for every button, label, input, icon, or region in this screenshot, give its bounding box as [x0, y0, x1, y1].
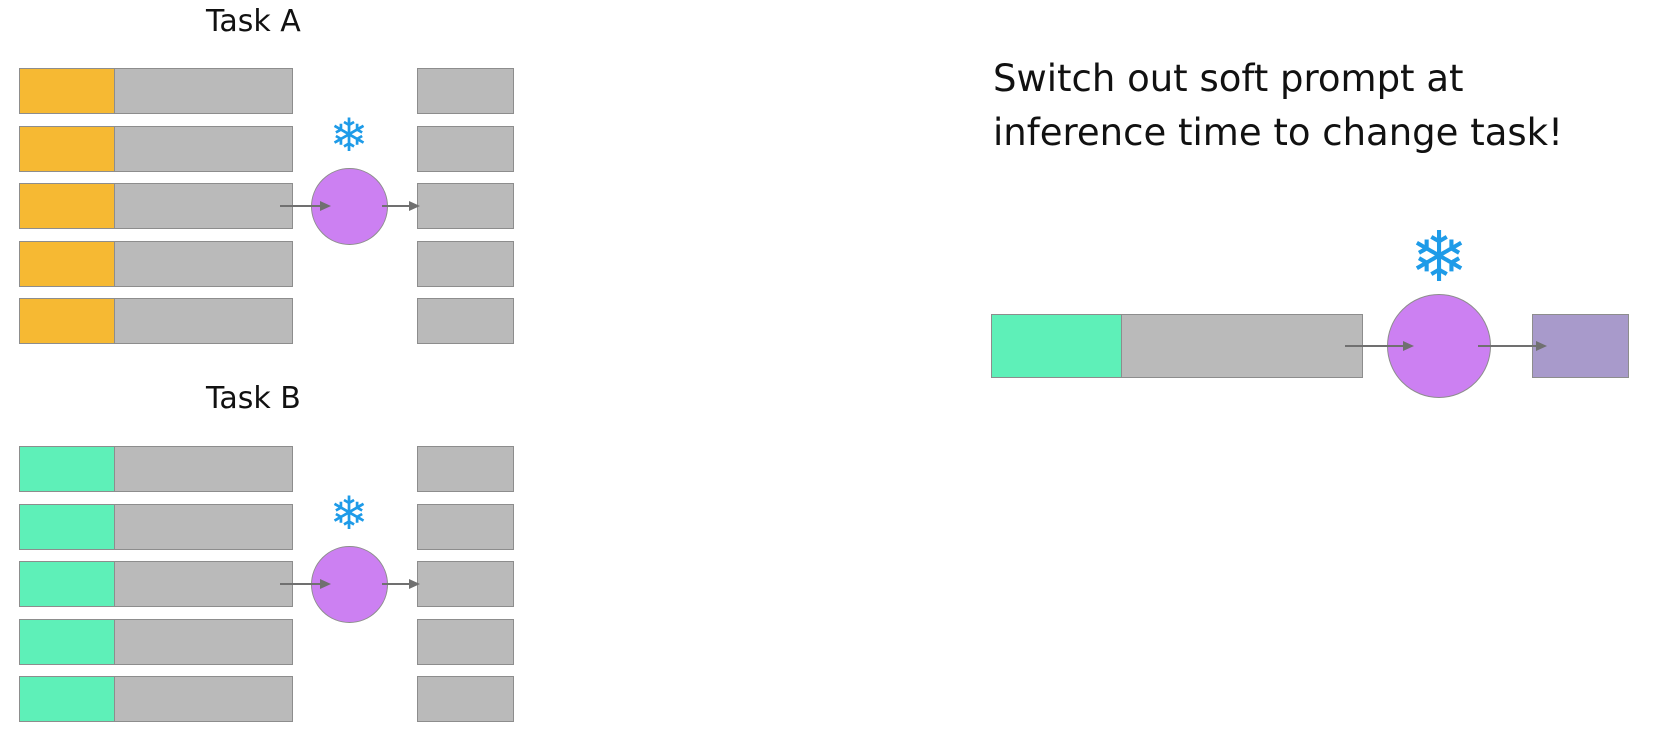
snowflake-icon: ❄: [1401, 222, 1477, 292]
